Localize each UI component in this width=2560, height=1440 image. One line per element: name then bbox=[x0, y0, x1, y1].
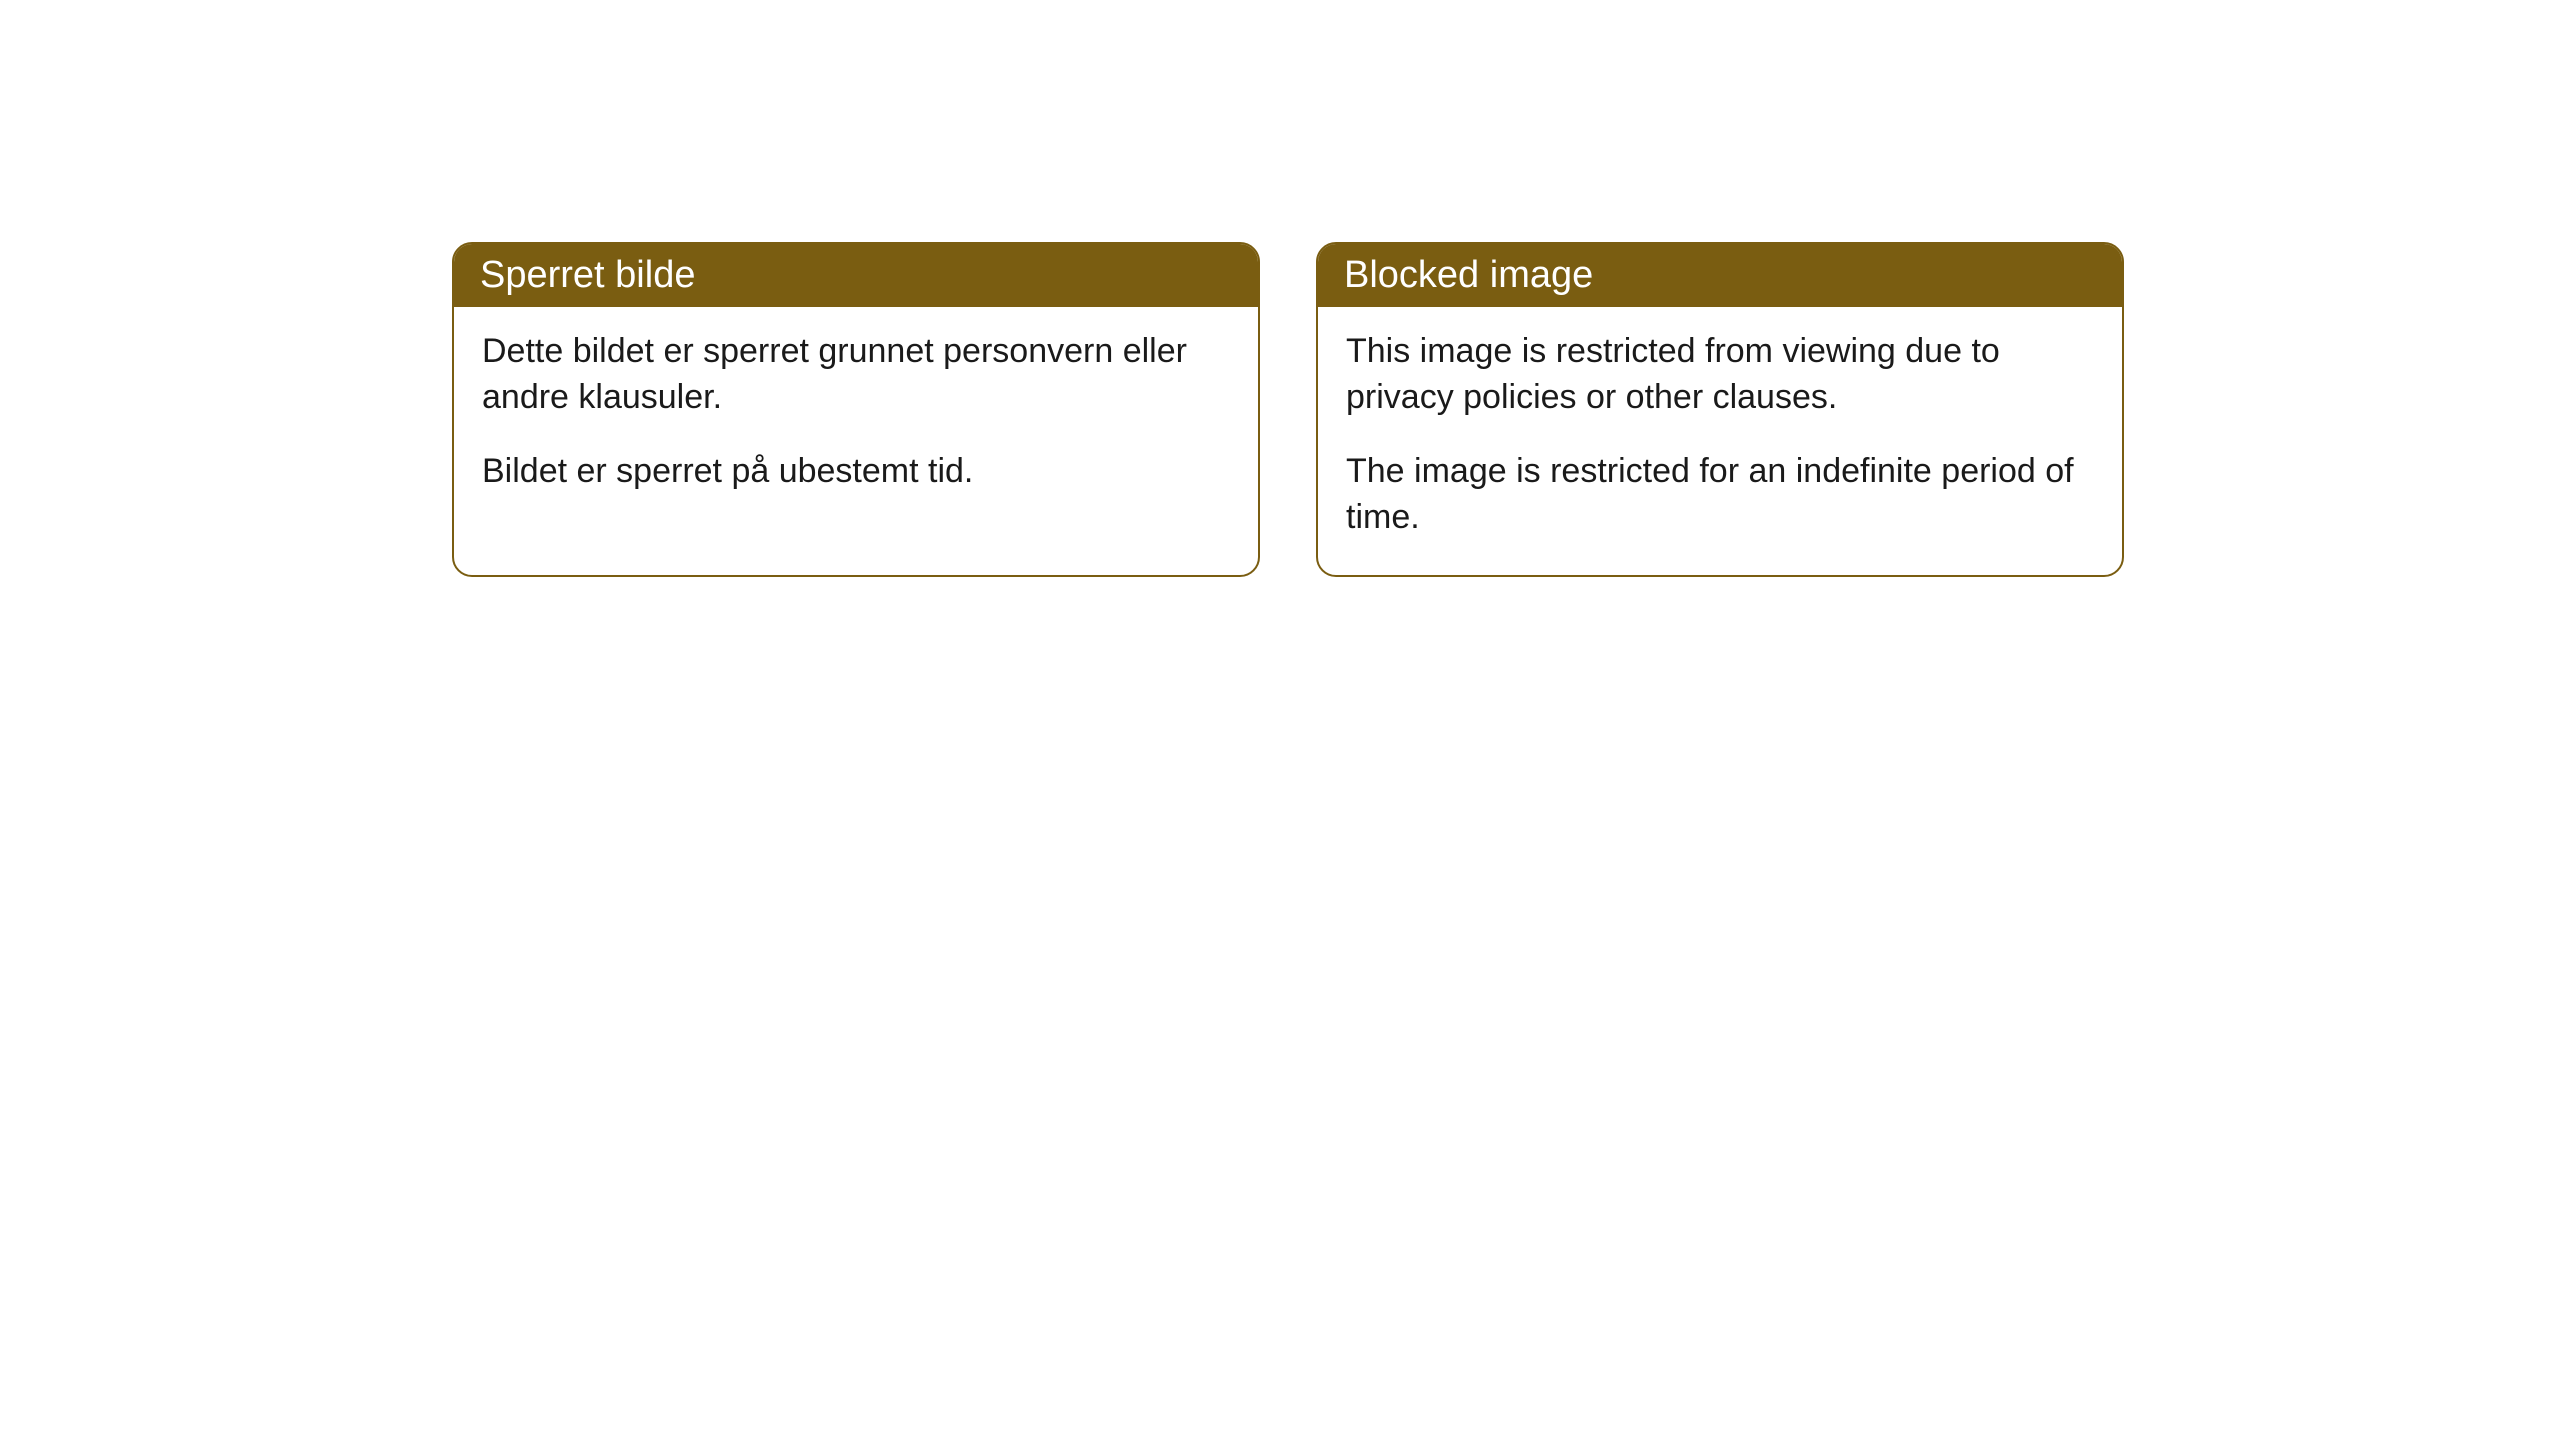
card-body: This image is restricted from viewing du… bbox=[1318, 307, 2122, 575]
card-norwegian: Sperret bilde Dette bildet er sperret gr… bbox=[452, 242, 1260, 577]
card-paragraph: The image is restricted for an indefinit… bbox=[1346, 449, 2094, 541]
card-paragraph: Dette bildet er sperret grunnet personve… bbox=[482, 329, 1230, 421]
card-title: Blocked image bbox=[1344, 254, 1593, 296]
card-english: Blocked image This image is restricted f… bbox=[1316, 242, 2124, 577]
card-header: Sperret bilde bbox=[454, 244, 1258, 307]
cards-container: Sperret bilde Dette bildet er sperret gr… bbox=[452, 242, 2124, 577]
card-body: Dette bildet er sperret grunnet personve… bbox=[454, 307, 1258, 529]
card-header: Blocked image bbox=[1318, 244, 2122, 307]
card-title: Sperret bilde bbox=[480, 254, 695, 296]
card-paragraph: Bildet er sperret på ubestemt tid. bbox=[482, 449, 1230, 495]
card-paragraph: This image is restricted from viewing du… bbox=[1346, 329, 2094, 421]
